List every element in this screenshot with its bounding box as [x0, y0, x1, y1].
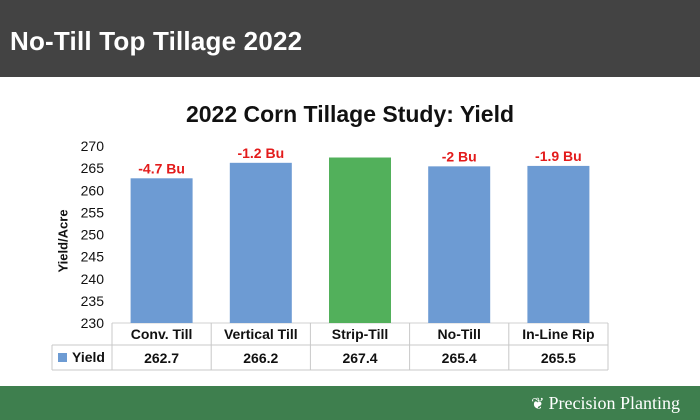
- brand-logo: ❦ Precision Planting: [531, 393, 680, 414]
- y-tick-label: 245: [81, 249, 105, 265]
- bar-4: [527, 165, 590, 323]
- y-tick-label: 250: [81, 227, 105, 243]
- bar-annotation: -1.9 Bu: [535, 148, 582, 164]
- table-value: 267.4: [342, 350, 377, 366]
- legend-swatch: [58, 353, 67, 362]
- y-tick-label: 240: [81, 271, 105, 287]
- x-tick-label: Strip-Till: [332, 326, 389, 342]
- table-value: 265.4: [442, 350, 477, 366]
- y-tick-label: 265: [81, 160, 105, 176]
- table-value: 266.2: [243, 350, 278, 366]
- y-tick-label: 255: [81, 204, 105, 220]
- page-title: No-Till Top Tillage 2022: [10, 26, 303, 56]
- bar-1: [229, 162, 292, 323]
- brand-logo-text: Precision Planting: [548, 393, 681, 413]
- footer-bar: ❦ Precision Planting: [0, 386, 700, 420]
- leaf-mark-icon: ❦: [531, 396, 545, 413]
- x-tick-label: Vertical Till: [224, 326, 298, 342]
- bar-0: [130, 178, 193, 323]
- y-tick-label: 260: [81, 182, 105, 198]
- bar-2: [329, 157, 391, 323]
- x-tick-label: Conv. Till: [131, 326, 193, 342]
- bar-annotation: -2 Bu: [442, 148, 477, 164]
- bar-annotation: -4.7 Bu: [138, 160, 185, 176]
- table-value: 265.5: [541, 350, 576, 366]
- table-value: 262.7: [144, 350, 179, 366]
- legend-label: Yield: [72, 349, 105, 365]
- chart-title: 2022 Corn Tillage Study: Yield: [185, 101, 515, 127]
- header-bar: No-Till Top Tillage 2022: [0, 0, 700, 77]
- y-tick-label: 235: [81, 293, 105, 309]
- bar-3: [428, 166, 491, 323]
- x-tick-label: In-Line Rip: [522, 326, 594, 342]
- x-tick-label: No-Till: [438, 326, 481, 342]
- y-tick-label: 270: [81, 138, 105, 154]
- y-tick-label: 230: [81, 315, 105, 331]
- bar-annotation: -1.2 Bu: [237, 145, 284, 161]
